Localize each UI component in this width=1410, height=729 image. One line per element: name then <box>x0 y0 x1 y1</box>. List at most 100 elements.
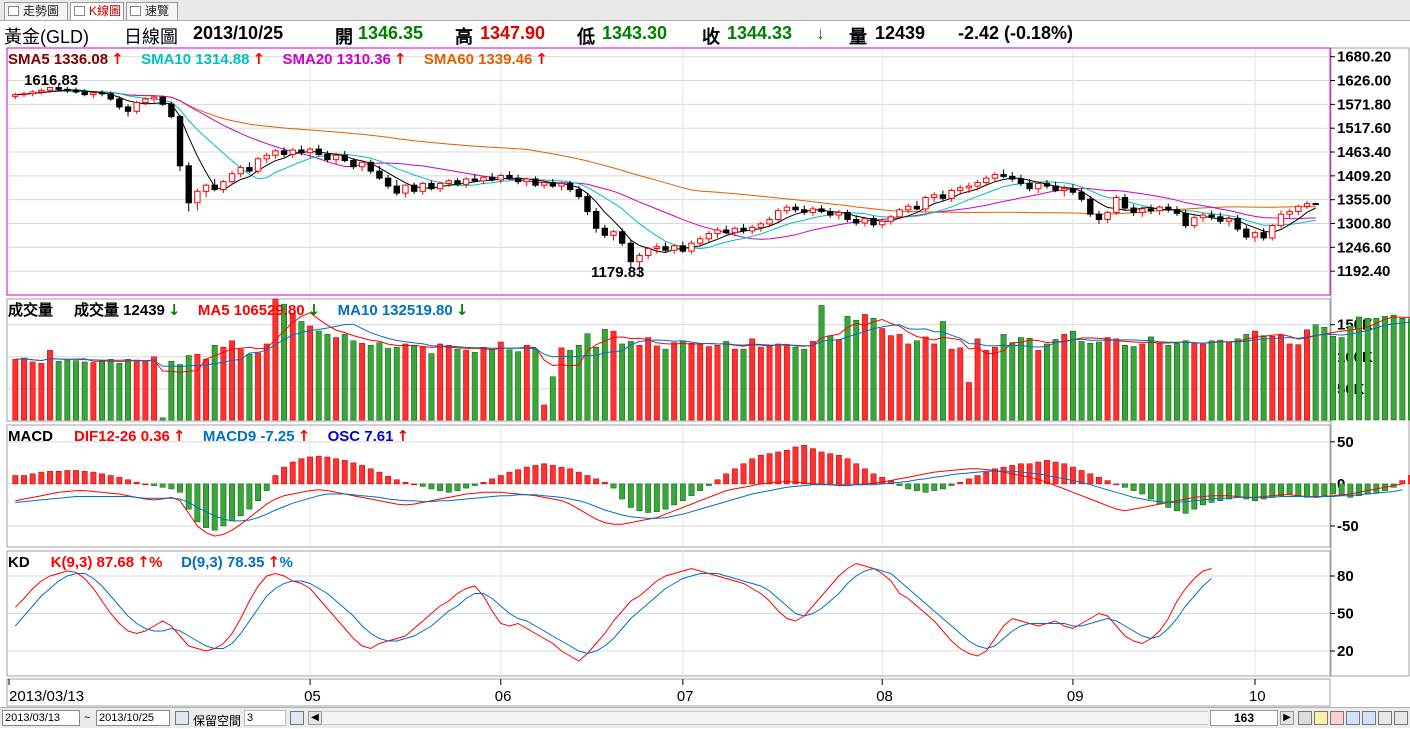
reserve-space-input[interactable]: 3 <box>244 710 286 726</box>
macd-osc-bar <box>428 483 435 490</box>
zoom-out-icon[interactable] <box>1346 711 1360 725</box>
date-axis-label: 06 <box>495 688 512 705</box>
arrow-up-icon: ↑ <box>396 427 409 445</box>
high-value: 1347.90 <box>480 23 546 43</box>
candle-body <box>1303 203 1311 207</box>
candle-body <box>705 233 713 240</box>
volume-bar <box>974 338 981 421</box>
candle-body <box>358 161 366 168</box>
volume-bar <box>671 342 678 421</box>
volume-bar <box>107 359 114 421</box>
price-legend-label: SMA60 1339.46 <box>424 51 532 68</box>
macd-osc-bar <box>731 468 738 485</box>
candle-body <box>55 87 62 90</box>
macd-osc-bar <box>1017 463 1024 485</box>
candle-body <box>618 231 626 244</box>
volume-label: 量 <box>849 27 867 47</box>
candle-body <box>1061 188 1068 191</box>
macd-osc-bar <box>419 483 426 487</box>
volume-bar <box>393 346 400 421</box>
tab-trend[interactable]: 走勢圖 <box>4 2 68 20</box>
volume-bar <box>1000 334 1007 421</box>
macd-osc-bar <box>480 481 487 485</box>
candle-body <box>263 154 270 160</box>
calendar-icon[interactable] <box>175 711 189 725</box>
macd-osc-bar <box>983 471 990 485</box>
close-down-arrow-icon: ↓ <box>816 23 825 43</box>
candle-body <box>488 176 496 181</box>
macd-osc-bar <box>159 483 166 488</box>
candle-body <box>731 227 739 234</box>
from-date-input[interactable]: 2013/03/13 <box>2 710 80 726</box>
volume-bar <box>575 344 582 421</box>
volume-bar <box>133 359 140 421</box>
volume-bar <box>246 353 253 421</box>
macd-osc-bar <box>627 483 634 508</box>
kd-legend-label: K(9,3) 87.68 <box>51 554 134 571</box>
macd-osc-bar <box>185 483 192 510</box>
candle-body <box>532 178 539 186</box>
volume-bar <box>1087 343 1094 421</box>
macd-osc-bar <box>619 483 626 500</box>
candle-body <box>1130 207 1137 213</box>
bookmark-icon[interactable] <box>1314 711 1328 725</box>
macd-osc-bar <box>246 483 253 510</box>
volume-bar <box>1399 318 1406 421</box>
arrow-up-icon: ↑ <box>298 427 311 445</box>
candle-body <box>1156 206 1163 212</box>
volume-bar <box>731 348 738 421</box>
tab-kline[interactable]: K線圖 <box>70 2 124 20</box>
arrow-up-icon: ↑ <box>394 50 407 68</box>
date-axis-label: 07 <box>677 688 694 705</box>
volume-bar <box>324 334 331 421</box>
volume-bar <box>1347 325 1354 421</box>
volume-bar <box>801 348 808 421</box>
volume-bar <box>159 417 166 421</box>
macd-osc-bar <box>1069 466 1076 485</box>
macd-signal-line <box>15 470 1403 522</box>
volume-bar <box>168 361 175 421</box>
volume-bar <box>870 318 877 421</box>
scroll-left-button[interactable]: ◀ <box>308 711 322 725</box>
stock-chart[interactable]: 1680.20 1626.00 1571.80 1517.60 1463.40 1409.… <box>0 45 1410 707</box>
macd-osc-bar <box>38 471 45 485</box>
kd-legend-suffix: % <box>149 554 162 571</box>
quickview-tab-icon <box>130 6 141 16</box>
candle-body <box>98 92 106 95</box>
volume-bar <box>1069 330 1076 421</box>
to-date-input[interactable]: 2013/10/25 <box>96 710 170 726</box>
candle-body <box>254 158 262 172</box>
alert-icon[interactable] <box>1330 711 1344 725</box>
macd-osc-bar <box>12 475 19 485</box>
candle-body <box>1199 214 1207 219</box>
zoom-icon[interactable] <box>1298 711 1312 725</box>
volume-bar <box>740 348 747 421</box>
horizontal-scrollbar[interactable] <box>323 711 1208 725</box>
macd-osc-bar <box>73 470 79 485</box>
volume-bar <box>419 346 426 421</box>
zoom-in-icon[interactable] <box>1362 711 1376 725</box>
open-label: 開 <box>335 27 353 47</box>
volume-bar <box>376 342 383 421</box>
macd-osc-bar <box>497 475 504 485</box>
volume-bar <box>255 352 262 421</box>
candle-body <box>1139 208 1146 213</box>
macd-osc-bar <box>29 473 36 485</box>
tab-quickview[interactable]: 速覽 <box>126 2 178 20</box>
export-icon[interactable] <box>1394 711 1408 725</box>
volume-bar <box>1269 335 1276 421</box>
scroll-right-button[interactable]: ▶ <box>1280 711 1294 725</box>
candle-body <box>289 149 296 155</box>
kd-d-line <box>14 567 1212 655</box>
volume-bar <box>532 348 539 421</box>
macd-osc-bar <box>931 483 938 491</box>
candle-body <box>237 167 244 175</box>
macd-osc-bar <box>584 475 591 485</box>
settings-icon[interactable] <box>290 711 304 725</box>
macd-osc-bar <box>905 483 912 490</box>
candle-body <box>913 205 921 210</box>
print-icon[interactable] <box>1378 711 1392 725</box>
volume-bar <box>853 319 860 421</box>
candle-body <box>124 106 132 112</box>
macd-osc-bar <box>1174 483 1180 512</box>
